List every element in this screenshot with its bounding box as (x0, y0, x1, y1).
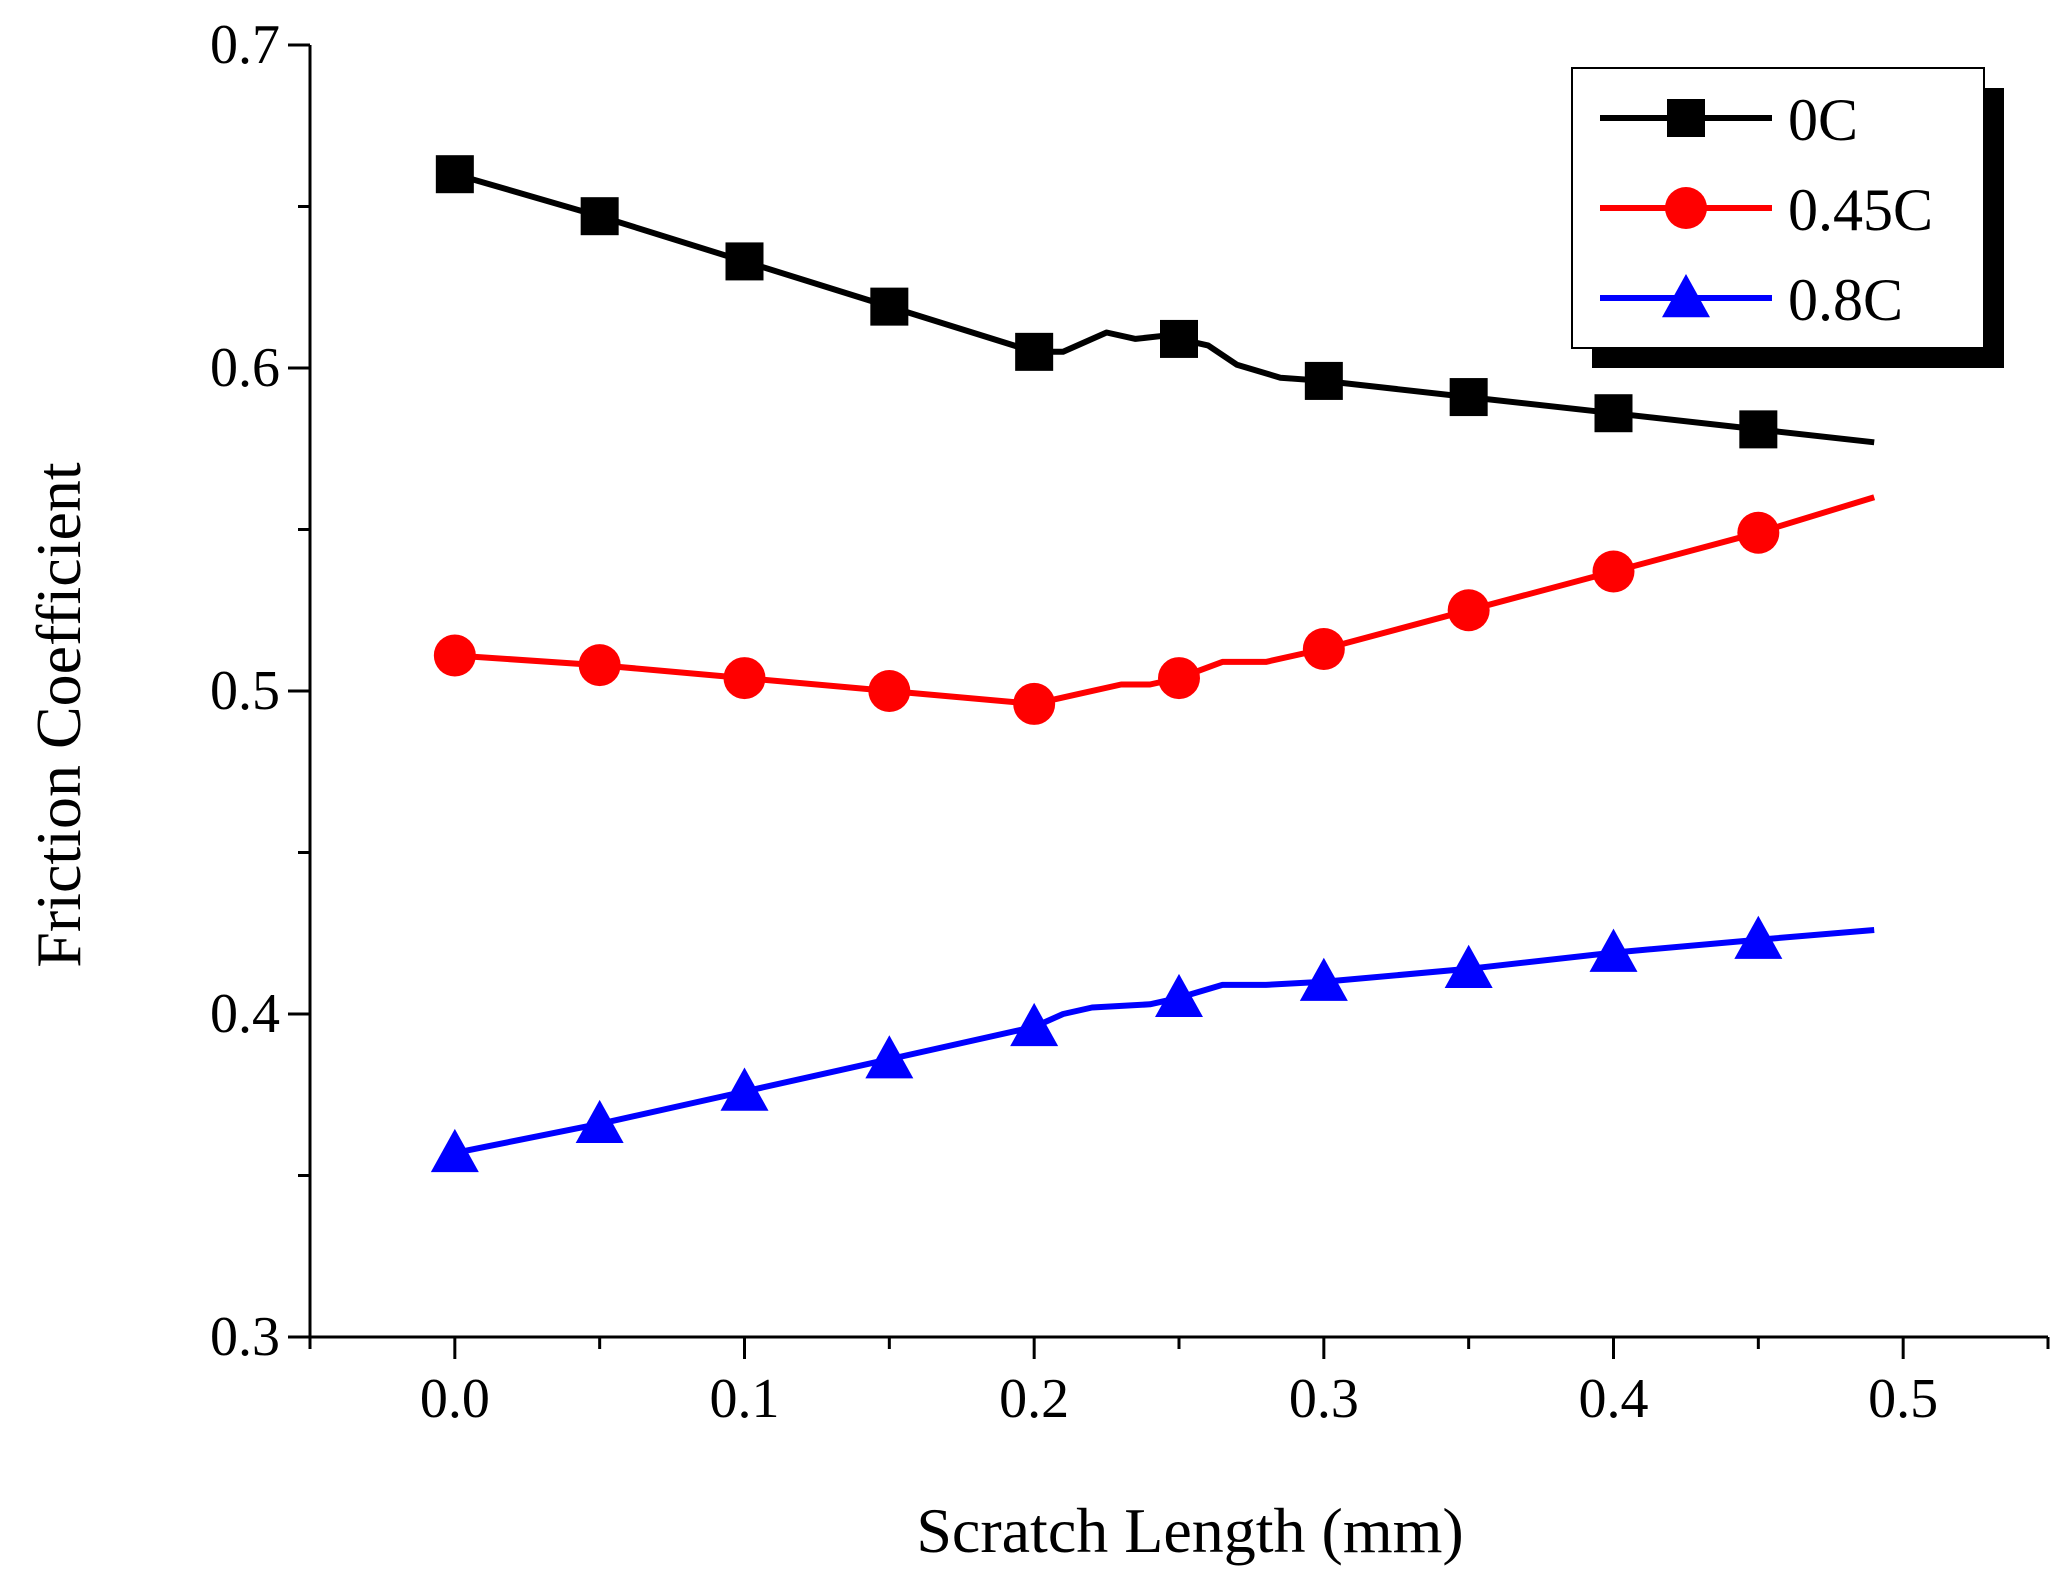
data-point (1447, 589, 1490, 632)
x-tick-label: 0.3 (1289, 1368, 1359, 1430)
data-point (1302, 628, 1345, 671)
x-axis-title: Scratch Length (mm) (916, 1495, 1463, 1566)
data-point (865, 1035, 914, 1079)
data-point (1299, 957, 1348, 1001)
data-point (1734, 915, 1783, 959)
x-tick-label: 0.1 (710, 1368, 780, 1430)
axes: 0.3 0.4 0.5 0.6 0.7 0.0 0.1 0.2 0.3 0.4 0.5 (210, 14, 2050, 1430)
legend-label: 0C (1788, 87, 1858, 153)
data-point (433, 634, 476, 677)
series-layer (430, 155, 1876, 1173)
data-point (578, 644, 621, 687)
data-point (1594, 394, 1633, 433)
data-point (1739, 410, 1778, 449)
data-point (1304, 361, 1343, 400)
y-tick-label: 0.5 (210, 660, 280, 722)
data-point (1015, 332, 1054, 371)
series-0c (435, 155, 1875, 449)
y-tick-label: 0.6 (210, 337, 280, 399)
data-point (1158, 657, 1200, 700)
series-045c (433, 494, 1876, 725)
data-point (720, 1067, 769, 1111)
x-tick-label: 0.4 (1579, 1368, 1649, 1430)
legend-marker (1662, 274, 1710, 318)
data-point (1010, 1002, 1059, 1047)
data-point (575, 1099, 624, 1144)
data-point (580, 197, 619, 236)
data-point (1155, 973, 1203, 1018)
data-point (1449, 378, 1488, 417)
data-point (430, 1128, 479, 1173)
data-point (1160, 319, 1198, 358)
y-tick-label: 0.3 (210, 1306, 280, 1368)
data-point (1444, 944, 1493, 988)
data-point (1589, 928, 1638, 972)
y-axis-title: Friction Coefficient (23, 462, 94, 968)
data-point (723, 657, 766, 700)
legend-marker (1667, 99, 1705, 137)
data-point (1592, 550, 1635, 593)
legend-label: 0.45C (1788, 177, 1933, 243)
x-tick-label: 0.5 (1868, 1368, 1938, 1430)
data-point (870, 287, 909, 326)
y-tick-label: 0.4 (210, 983, 280, 1045)
data-point (435, 155, 474, 194)
data-point (1737, 511, 1780, 554)
x-tick-label: 0.0 (420, 1368, 490, 1430)
series-08c (430, 915, 1875, 1173)
series-line (454, 927, 1875, 1156)
legend-marker (1665, 187, 1707, 229)
data-point (868, 670, 911, 712)
legend-label: 0.8C (1788, 267, 1903, 333)
x-tick-label: 0.2 (999, 1368, 1069, 1430)
data-point (725, 242, 764, 281)
data-point (1013, 682, 1056, 725)
y-tick-label: 0.7 (210, 14, 280, 76)
legend: 0C 0.45C 0.8C (1571, 67, 2004, 368)
